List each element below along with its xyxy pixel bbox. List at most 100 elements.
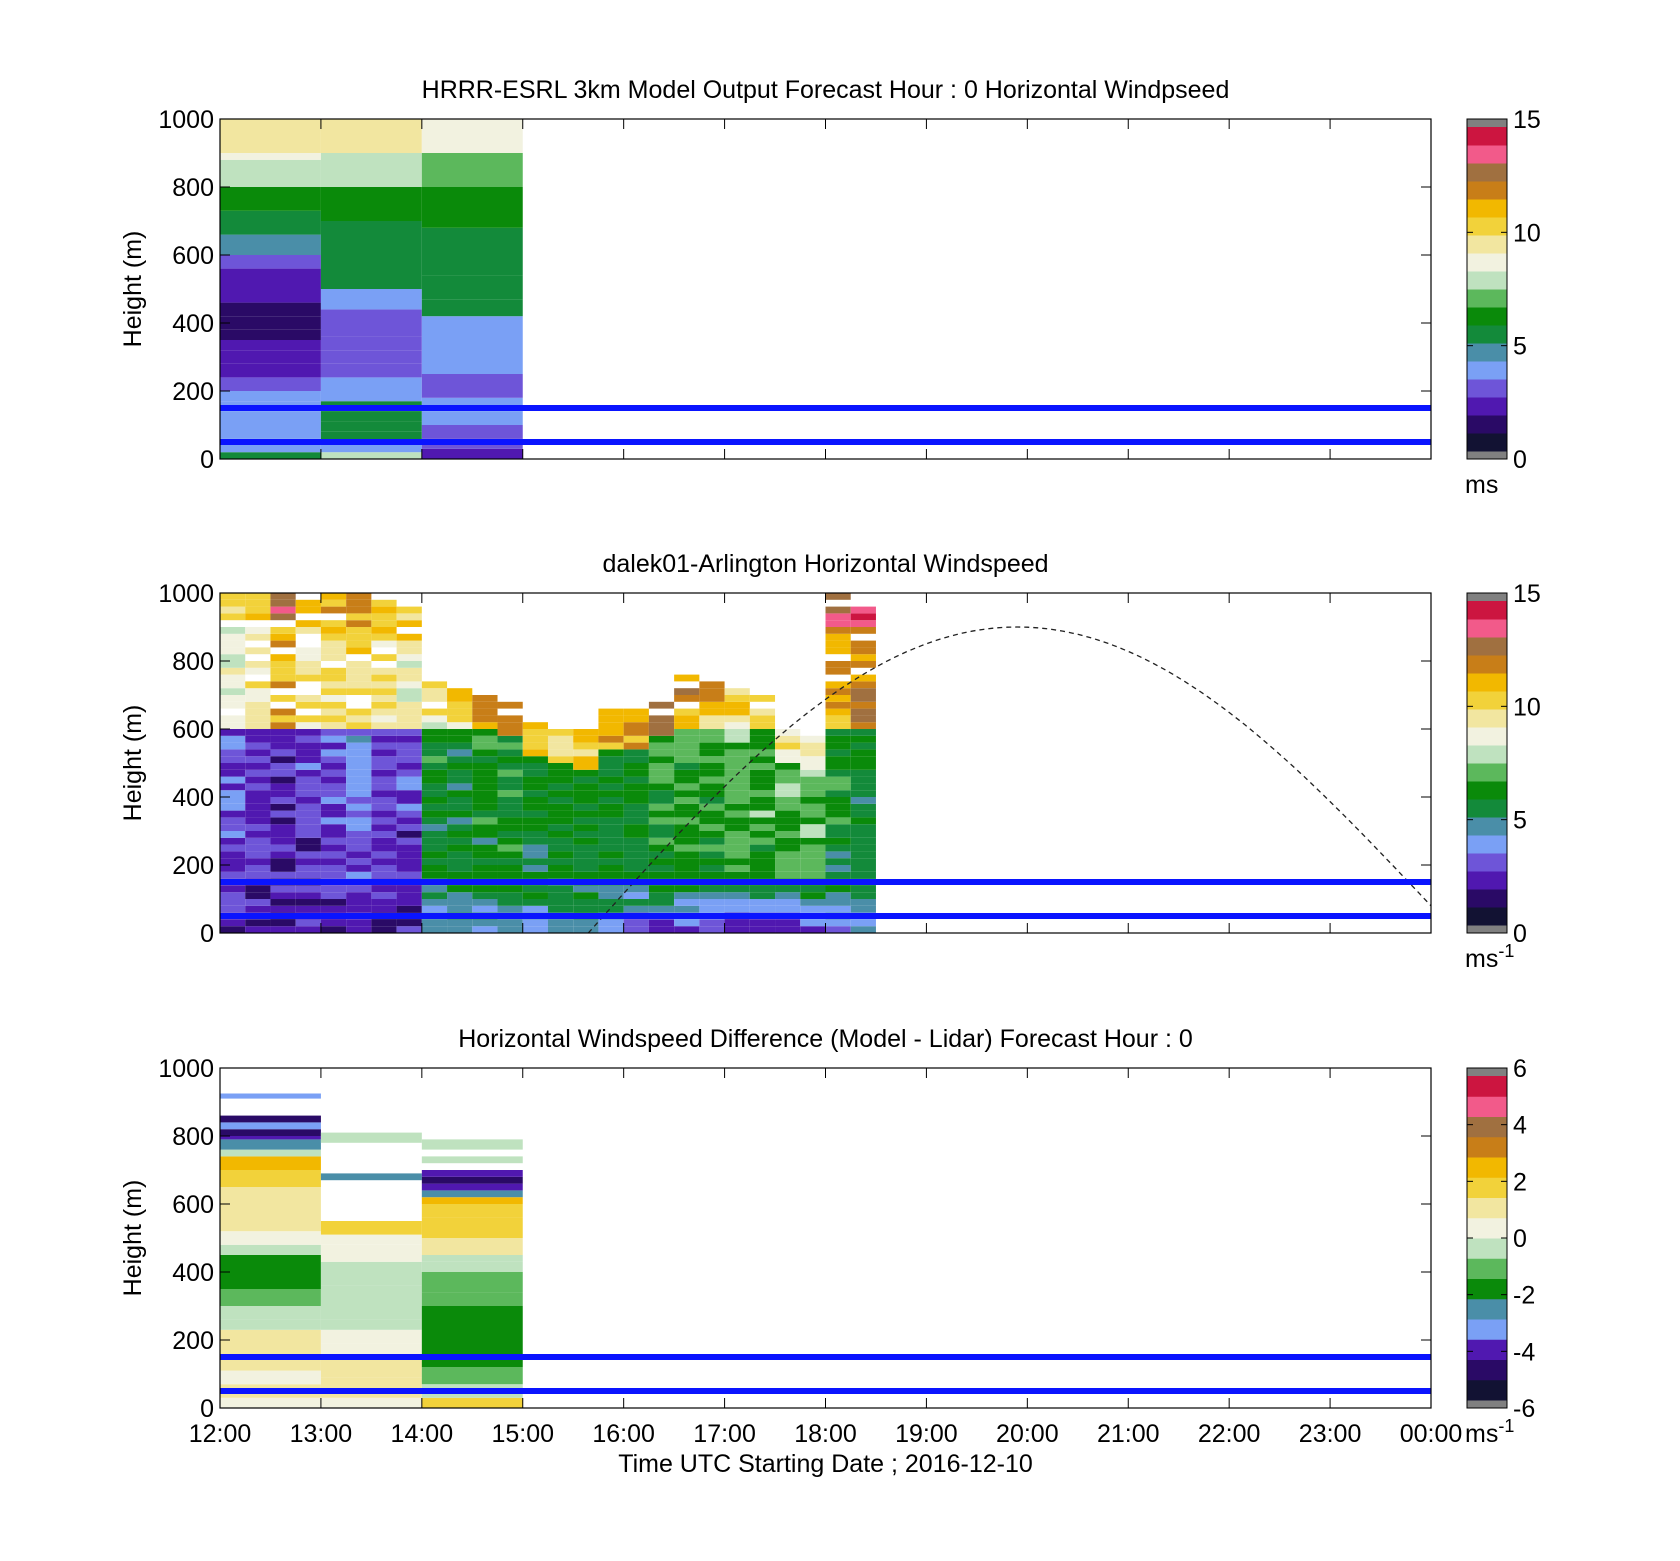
heatmap-cell <box>295 926 321 933</box>
heatmap-cell <box>270 837 296 845</box>
heatmap-cell <box>724 715 750 723</box>
heatmap-cell <box>825 606 851 614</box>
heatmap-cell <box>320 749 347 757</box>
heatmap-cell <box>497 844 523 852</box>
heatmap-cell <box>724 776 750 784</box>
heatmap-cell <box>320 1377 422 1398</box>
heatmap-cell <box>674 729 700 736</box>
heatmap-cell <box>270 769 296 777</box>
heatmap-cell <box>648 824 675 831</box>
heatmap-cells <box>220 119 523 459</box>
heatmap-cell <box>623 776 649 784</box>
heatmap-cell <box>850 647 876 655</box>
x-tick-label: 17:00 <box>693 1420 756 1448</box>
heatmap-cell <box>396 769 422 777</box>
colorbar-swatch <box>1467 1238 1507 1259</box>
heatmap-cell <box>724 735 750 743</box>
y-tick-label: 0 <box>200 920 214 948</box>
heatmap-cell <box>522 831 548 838</box>
heatmap-cell <box>850 661 876 668</box>
heatmap-cell <box>497 797 523 804</box>
heatmap-cell <box>547 871 574 879</box>
heatmap-cell <box>220 844 246 852</box>
heatmap-cell <box>648 756 675 763</box>
heatmap-cell <box>295 722 321 729</box>
heatmap-cell <box>346 708 372 716</box>
heatmap-cell <box>245 817 271 825</box>
heatmap-cell <box>674 797 700 804</box>
heatmap-cell <box>800 763 826 770</box>
heatmap-cell <box>220 817 246 825</box>
heatmap-cell <box>497 722 523 729</box>
heatmap-cell <box>295 620 321 627</box>
colorbar-over-cap <box>1467 119 1507 127</box>
heatmap-cell <box>245 926 271 933</box>
heatmap-cell <box>800 905 826 913</box>
heatmap-cell <box>396 803 422 811</box>
heatmap-cell <box>421 204 523 228</box>
heatmap-cell <box>775 769 801 777</box>
heatmap-cell <box>825 756 851 763</box>
colorbar-swatch <box>1467 181 1507 200</box>
heatmap-cell <box>699 797 725 804</box>
heatmap-cell <box>346 661 372 668</box>
heatmap-cell <box>396 824 422 831</box>
heatmap-cell <box>800 783 826 791</box>
heatmap-cell <box>396 681 422 689</box>
heatmap-cell <box>598 783 624 791</box>
heatmap-cell <box>421 919 448 927</box>
heatmap-cell <box>623 769 649 777</box>
heatmap-cell <box>295 695 321 702</box>
heatmap-cell <box>320 729 347 736</box>
heatmap-cell <box>850 899 876 906</box>
heatmap-cell <box>800 844 826 852</box>
x-tick-label: 15:00 <box>491 1420 554 1448</box>
heatmap-cell <box>220 329 321 340</box>
heatmap-cell <box>320 1306 422 1320</box>
heatmap-cell <box>598 810 624 818</box>
heatmap-cell <box>371 599 397 607</box>
heatmap-cell <box>396 892 422 899</box>
colorbar-swatch <box>1467 253 1507 272</box>
heatmap-cell <box>421 885 448 893</box>
heatmap-cell <box>623 749 649 757</box>
heatmap-cell <box>371 776 397 784</box>
colorbar-swatch <box>1467 343 1507 362</box>
heatmap-cell <box>371 688 397 695</box>
heatmap-cell <box>497 837 523 845</box>
heatmap-cell <box>598 926 624 933</box>
heatmap-cell <box>421 1176 523 1184</box>
colorbar-swatch <box>1467 853 1507 872</box>
heatmap-cell <box>371 899 397 906</box>
heatmap-cell <box>800 892 826 899</box>
heatmap-cell <box>320 442 422 453</box>
panel-3: Horizontal Windspeed Difference (Model -… <box>119 1025 1535 1478</box>
heatmap-cell <box>749 769 776 777</box>
heatmap-cell <box>674 851 700 859</box>
heatmap-cell <box>320 722 347 729</box>
heatmap-cell <box>396 742 422 750</box>
heatmap-cell <box>270 749 296 757</box>
heatmap-cell <box>699 803 725 811</box>
heatmap-cell <box>522 769 548 777</box>
heatmap-cell <box>371 613 397 621</box>
heatmap-cell <box>245 729 271 736</box>
heatmap-cell <box>825 919 851 927</box>
heatmap-cell <box>547 858 574 865</box>
heatmap-cell <box>800 824 826 831</box>
heatmap-cell <box>775 871 801 879</box>
heatmap-cell <box>396 722 422 729</box>
heatmap-cell <box>573 871 599 879</box>
heatmap-cell <box>749 783 776 791</box>
heatmap-cell <box>220 1357 321 1371</box>
heatmap-cell <box>295 783 321 791</box>
colorbar-swatch <box>1467 199 1507 218</box>
heatmap-cell <box>421 749 448 757</box>
heatmap-cell <box>547 783 574 791</box>
colorbar-swatch <box>1467 655 1507 674</box>
heatmap-cell <box>699 892 725 899</box>
heatmap-cell <box>800 735 826 743</box>
heatmap-cell <box>623 844 649 852</box>
heatmap-cell <box>421 227 523 255</box>
heatmap-cell <box>674 919 700 927</box>
